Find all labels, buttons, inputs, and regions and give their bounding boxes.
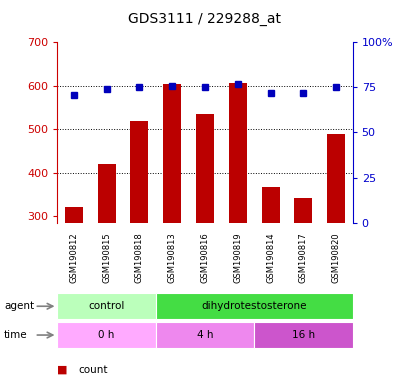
Text: GSM190815: GSM190815	[102, 232, 111, 283]
Text: GSM190813: GSM190813	[167, 232, 176, 283]
Bar	[130, 121, 148, 223]
Text: dihydrotestosterone: dihydrotestosterone	[201, 301, 306, 311]
Text: agent: agent	[4, 301, 34, 311]
Bar	[163, 84, 181, 223]
Text: ■: ■	[57, 365, 68, 375]
Bar	[57, 293, 155, 319]
Text: GDS3111 / 229288_at: GDS3111 / 229288_at	[128, 12, 281, 26]
Text: GSM190820: GSM190820	[331, 232, 340, 283]
Text: GSM190816: GSM190816	[200, 232, 209, 283]
Text: control: control	[88, 301, 124, 311]
Bar	[196, 114, 213, 223]
Bar	[254, 322, 352, 348]
Text: GSM190819: GSM190819	[233, 232, 242, 283]
Bar	[97, 164, 115, 223]
Bar	[155, 322, 254, 348]
Text: 0 h: 0 h	[98, 330, 115, 340]
Text: GSM190814: GSM190814	[265, 232, 274, 283]
Bar	[228, 83, 246, 223]
Text: 16 h: 16 h	[291, 330, 314, 340]
Text: GSM190818: GSM190818	[135, 232, 144, 283]
Bar	[326, 134, 344, 223]
Text: time: time	[4, 330, 28, 340]
Text: GSM190812: GSM190812	[69, 232, 78, 283]
Bar	[57, 322, 155, 348]
Bar	[155, 293, 352, 319]
Bar	[294, 198, 312, 223]
Text: 4 h: 4 h	[196, 330, 213, 340]
Bar	[261, 187, 279, 223]
Text: count: count	[78, 365, 107, 375]
Text: GSM190817: GSM190817	[298, 232, 307, 283]
Bar	[65, 207, 83, 223]
